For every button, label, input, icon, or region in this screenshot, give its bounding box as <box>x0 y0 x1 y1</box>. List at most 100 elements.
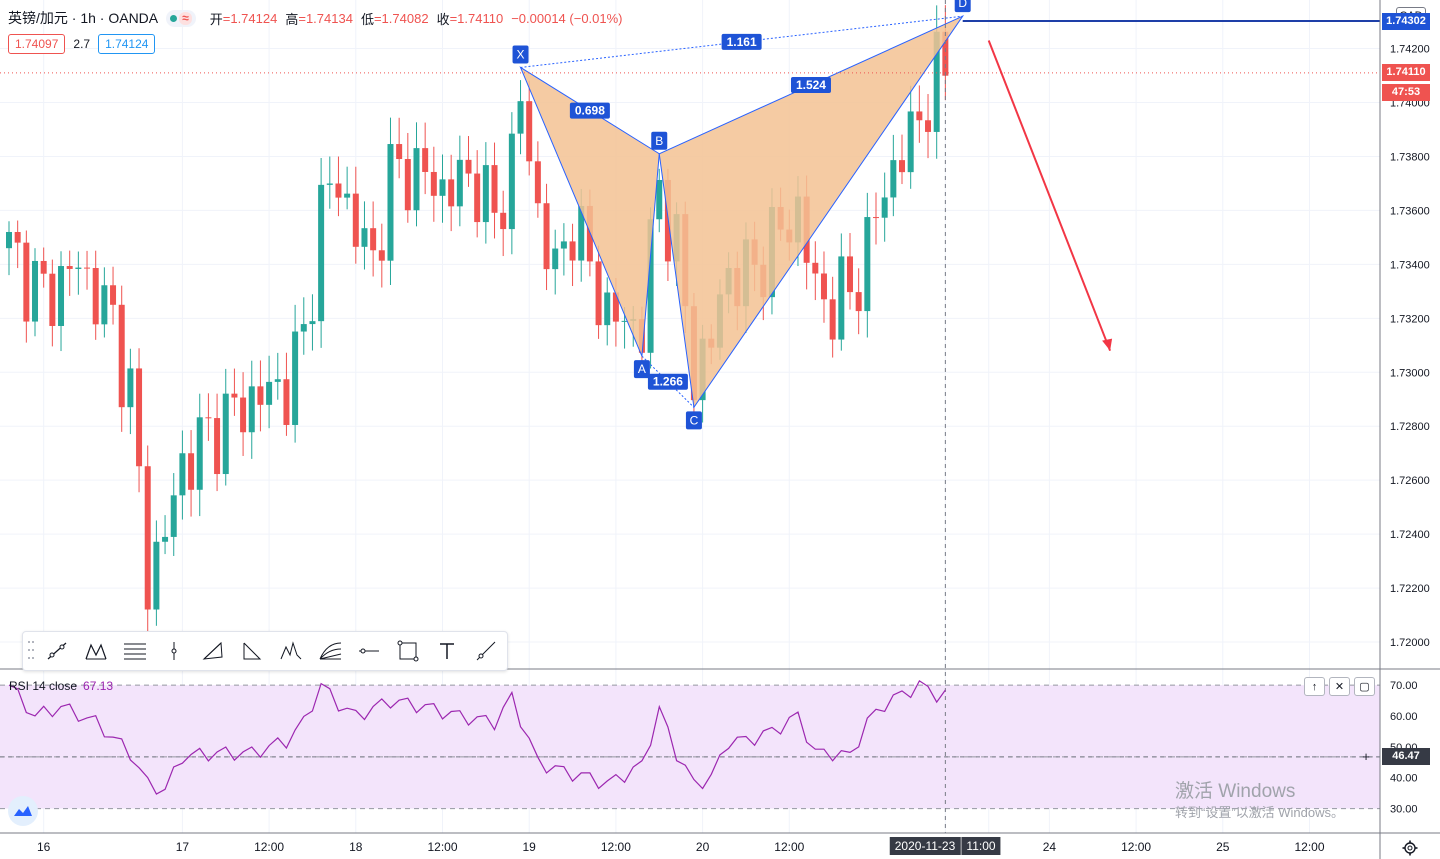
bcd-triangle <box>658 14 965 409</box>
rsi-legend[interactable]: RSI 14 close 67.13 <box>9 679 113 693</box>
candle-body <box>205 417 212 419</box>
candle-body <box>326 183 333 185</box>
candle-body <box>500 212 507 230</box>
price-lines: + <box>0 0 1380 833</box>
activation-watermark-subtitle: 转到“设置”以激活 Windows。 <box>1175 805 1345 820</box>
point-label: A <box>638 362 646 376</box>
candle-body <box>604 292 611 326</box>
candle-body <box>482 165 489 223</box>
candle-body <box>222 393 229 475</box>
candle-body <box>448 179 455 207</box>
candle-body <box>257 386 264 405</box>
candle-body <box>318 184 325 322</box>
price-tick-label: 1.72800 <box>1390 421 1430 433</box>
tradingview-logo-icon[interactable] <box>8 796 38 826</box>
chart-header: 英镑/加元 · 1h · OANDA ≈ 开 =1.74124 高 =1.74134… <box>8 8 627 28</box>
head-shoulders-icon[interactable] <box>271 633 310 669</box>
horizontal-ray-icon[interactable] <box>349 633 388 669</box>
candle-body <box>14 231 21 243</box>
ray-icon[interactable] <box>466 633 505 669</box>
rsi-band <box>0 684 1380 810</box>
time-axis-label: 12:00 <box>254 840 285 854</box>
time-axis-label: 25 <box>1216 840 1230 854</box>
candle-body <box>899 160 906 173</box>
time-axis-label: 12:00 <box>774 840 805 854</box>
symbol-title[interactable]: 英镑/加元 · 1h · OANDA <box>8 10 159 26</box>
drag-handle[interactable] <box>25 641 37 661</box>
candle-body <box>101 285 108 325</box>
trade-prices: 1.74097 2.7 1.74124 <box>8 34 156 54</box>
buy-button[interactable]: 1.74124 <box>98 34 156 54</box>
close-value: =1.74110 <box>449 10 504 26</box>
candle-body <box>543 203 550 270</box>
candle-body <box>248 386 255 433</box>
text-icon[interactable] <box>427 633 466 669</box>
rsi-tick-label: 60.00 <box>1390 711 1418 723</box>
vertical-line-icon[interactable] <box>154 633 193 669</box>
maximize-icon[interactable]: ▢ <box>1354 677 1375 696</box>
candle-body <box>188 453 195 490</box>
time-axis-label: 19 <box>522 840 536 854</box>
candle-body <box>179 453 186 496</box>
candle-body <box>92 268 99 325</box>
candle-body <box>552 248 559 270</box>
candle-body <box>873 217 879 219</box>
triangle-pattern-icon[interactable] <box>193 633 232 669</box>
candle-body <box>58 266 65 326</box>
rsi-line <box>8 680 946 795</box>
open-label: 开 <box>209 11 223 27</box>
last-price-tag: 1.74110 <box>1382 64 1430 82</box>
candle-body <box>526 101 533 162</box>
candle-body <box>231 393 238 398</box>
time-axis-label: 18 <box>349 840 363 854</box>
price-tick-label: 1.73400 <box>1390 259 1430 271</box>
rectangle-icon[interactable] <box>388 633 427 669</box>
gear-icon[interactable] <box>1402 840 1418 856</box>
point-badge <box>633 360 650 379</box>
candle-body <box>820 273 827 300</box>
xabcd-pattern[interactable]: 0.698 1.266 1.524 1.161 X A B C D <box>512 0 971 430</box>
high-label: 高 <box>285 11 299 27</box>
candle-body <box>829 299 836 340</box>
candle-body <box>621 320 628 322</box>
candle-body <box>127 368 134 408</box>
rsi-tick-label: 70.00 <box>1390 680 1418 692</box>
time-axis-label: 12:00 <box>427 840 458 854</box>
abcd-pattern-icon[interactable] <box>232 633 271 669</box>
trend-line-icon[interactable] <box>37 633 76 669</box>
time-axis-label: 20 <box>695 840 710 854</box>
time-axis-label: 24 <box>1042 840 1057 854</box>
price-tick-label: 1.72600 <box>1390 475 1430 487</box>
sell-button[interactable]: 1.74097 <box>8 34 66 54</box>
arrow-up-icon[interactable]: ↑ <box>1304 677 1325 696</box>
candle-body <box>266 381 273 405</box>
candle-body <box>812 262 819 274</box>
countdown-tag: 47:53 <box>1382 84 1430 102</box>
candle-body <box>136 368 143 467</box>
candle-body <box>66 266 73 269</box>
xabcd-pattern-icon[interactable] <box>76 633 115 669</box>
fib-retracement-icon[interactable] <box>115 633 154 669</box>
point-badge <box>512 45 529 64</box>
candle-body <box>612 292 619 322</box>
close-icon[interactable]: ✕ <box>1329 677 1350 696</box>
candle-body <box>378 250 385 261</box>
candle-body <box>396 144 403 160</box>
rsi-crosshair-tag: 46.47 <box>1382 748 1430 766</box>
candle-body <box>890 160 897 198</box>
time-axis-label: 2020-11-23 <box>889 837 961 855</box>
candle-body <box>335 183 342 198</box>
candle-body <box>75 267 82 269</box>
candle-body <box>361 228 368 247</box>
time-axis-label: 11:00 <box>961 837 1001 855</box>
time-axis-label: 16 <box>36 840 51 854</box>
candle-body <box>144 466 151 610</box>
candle-body <box>430 171 437 196</box>
fib-fan-icon[interactable] <box>310 633 349 669</box>
market-status-toggle[interactable]: ≈ <box>166 9 196 27</box>
close-label: 收 <box>436 11 450 27</box>
candle-body <box>32 260 39 322</box>
candle-body <box>439 179 446 196</box>
candle-body <box>855 292 862 312</box>
